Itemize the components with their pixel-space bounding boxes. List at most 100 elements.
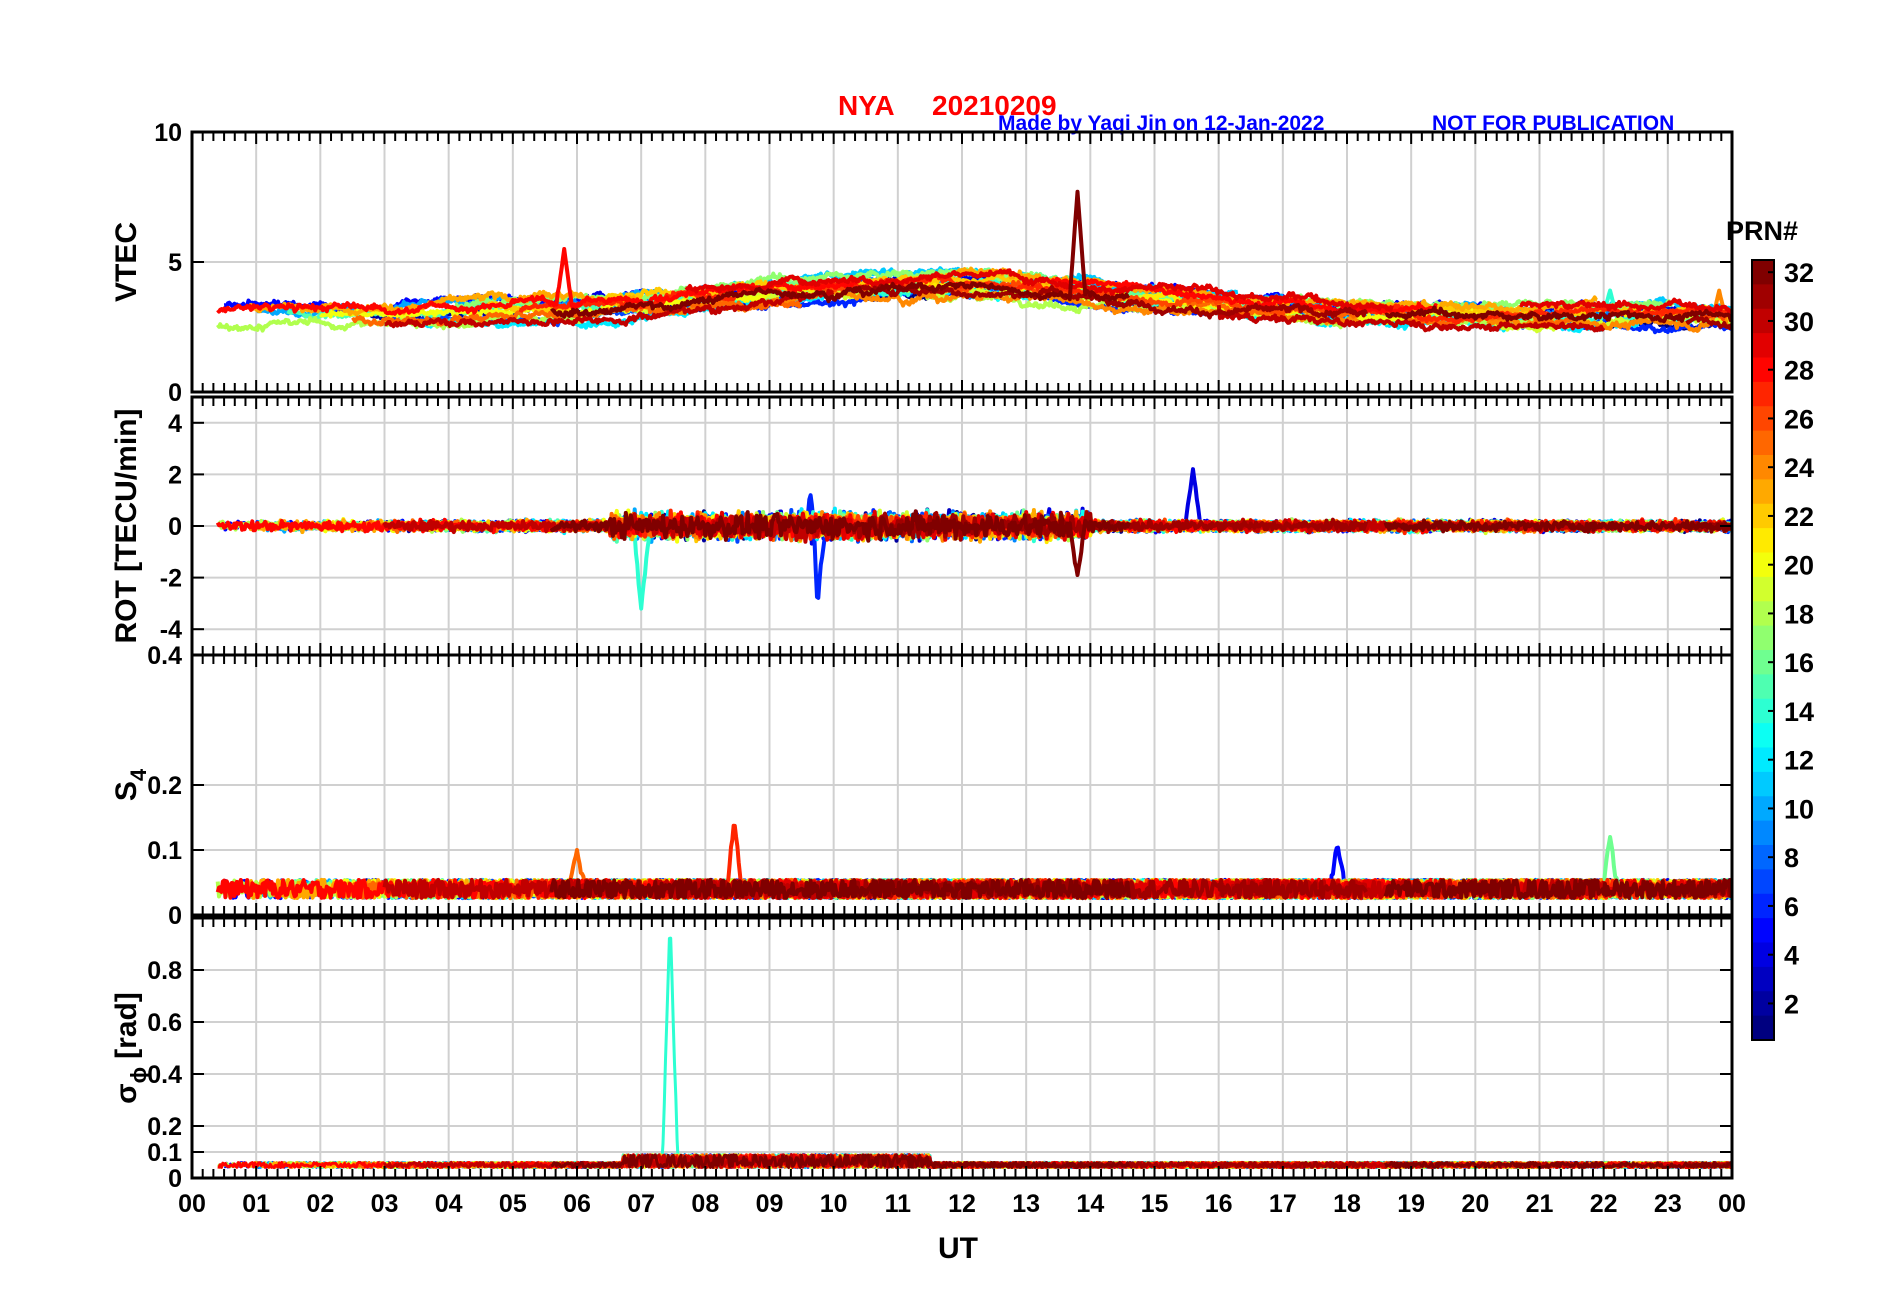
colorbar-tick-label: 24 — [1784, 453, 1814, 483]
series-prn-31 — [851, 283, 1369, 320]
x-tick-label: 22 — [1590, 1190, 1618, 1218]
series-prn-29 — [1519, 297, 1732, 315]
x-tick-label: 00 — [1718, 1190, 1746, 1218]
x-tick-label: 00 — [178, 1190, 206, 1218]
series-prn-28 — [1050, 276, 1438, 315]
y-tick-label: 0 — [168, 379, 182, 407]
colorbar-swatch — [1752, 918, 1774, 944]
colorbar-swatch — [1752, 552, 1774, 578]
x-tick-label: 15 — [1141, 1190, 1169, 1218]
x-tick-label: 20 — [1461, 1190, 1489, 1218]
x-tick-label: 16 — [1205, 1190, 1233, 1218]
colorbar-swatch — [1752, 503, 1774, 529]
panel-s4: 0 0.1 0.2 0.4 S4 — [110, 642, 1734, 930]
series-prn-32 — [1383, 518, 1732, 534]
colorbar-tick-label: 10 — [1784, 794, 1814, 824]
sigma-grid — [192, 918, 1732, 1178]
x-tick-label: 23 — [1654, 1190, 1682, 1218]
x-tick-label: 03 — [371, 1190, 399, 1218]
y-tick-label: 2 — [168, 461, 182, 489]
y-tick-label: 0.4 — [147, 642, 182, 670]
x-tick-label: 09 — [756, 1190, 784, 1218]
colorbar-swatch — [1752, 576, 1774, 602]
s4-y-label: S4 — [110, 768, 151, 801]
series-prn-28 — [216, 247, 861, 316]
panel-sigma: 00.10.2 0.4 0.6 0.8 σϕ[rad] — [110, 916, 1734, 1193]
x-tick-label: 14 — [1076, 1190, 1104, 1218]
station-title: NYA — [838, 90, 895, 121]
y-tick-label: 10 — [154, 119, 182, 147]
x-tick-label: 18 — [1333, 1190, 1361, 1218]
series-prn-25 — [351, 298, 803, 327]
s4-series — [215, 823, 1732, 901]
colorbar-swatch — [1752, 308, 1774, 334]
colorbar-swatch — [1752, 893, 1774, 919]
vtec-y-ticks: 0 5 10 — [154, 119, 1732, 407]
colorbar-swatch — [1752, 674, 1774, 700]
colorbar-swatch — [1752, 528, 1774, 554]
y-tick-label: -4 — [160, 616, 182, 644]
colorbar-tick-label: 6 — [1784, 892, 1799, 922]
series-prn-32 — [1384, 1161, 1732, 1170]
colorbar-swatch — [1752, 455, 1774, 480]
colorbar-swatch — [1752, 430, 1774, 456]
x-tick-label: 17 — [1269, 1190, 1297, 1218]
series-prn-31 — [1685, 313, 1732, 330]
colorbar-swatch — [1752, 991, 1774, 1017]
colorbar-swatch — [1752, 357, 1774, 383]
colorbar-tick-label: 2 — [1784, 989, 1799, 1019]
colorbar-swatch — [1752, 260, 1774, 285]
sigma-y-ticks: 00.10.2 0.4 0.6 0.8 — [147, 957, 1732, 1193]
colorbar-tick-label: 12 — [1784, 746, 1814, 776]
publication-notice: NOT FOR PUBLICATION — [1432, 112, 1674, 135]
x-tick-label: 12 — [948, 1190, 976, 1218]
colorbar-swatch — [1752, 845, 1774, 870]
colorbar-swatch — [1752, 747, 1774, 773]
x-tick-label: 01 — [242, 1190, 270, 1218]
colorbar-swatch — [1752, 820, 1774, 846]
colorbar-swatch — [1752, 869, 1774, 895]
y-tick-label: 0.1 — [147, 837, 182, 865]
panel-rot: -4 -2 0 2 4 ROT [TECU/min] — [110, 395, 1734, 657]
y-tick-label: 0.2 — [147, 1113, 182, 1141]
colorbar-tick-label: 20 — [1784, 551, 1814, 581]
series-prn-32 — [1384, 305, 1732, 324]
series-prn-24 — [1486, 288, 1732, 333]
panel-vtec: 0 5 10 VTEC — [110, 119, 1734, 407]
colorbar-swatch — [1752, 381, 1774, 407]
x-tick-label: 10 — [820, 1190, 848, 1218]
colorbar-swatch — [1752, 479, 1774, 505]
s4-x-ticks — [191, 655, 1733, 915]
x-tick-label: 11 — [885, 1190, 912, 1218]
x-tick-label: 04 — [435, 1190, 463, 1218]
x-axis: 00 01 02 03 04 05 06 07 08 09 10 11 12 13 14 15 16 17 18 19… — [178, 1190, 1746, 1218]
vtec-grid — [192, 132, 1732, 392]
rot-series — [215, 467, 1732, 611]
figure-title: NYA 20210209 Made by Yaqi Jin on 12-Jan-… — [838, 90, 1674, 135]
colorbar-tick-label: 26 — [1784, 404, 1814, 434]
x-tick-label: 08 — [691, 1190, 719, 1218]
y-tick-label: 0.1 — [147, 1139, 182, 1167]
colorbar-swatch — [1752, 698, 1774, 724]
vtec-y-label: VTEC — [110, 222, 143, 302]
series-prn-32 — [1383, 878, 1732, 900]
series-prn-27 — [1352, 303, 1732, 325]
x-tick-label: 06 — [563, 1190, 591, 1218]
series-prn-30 — [1216, 304, 1606, 333]
colorbar-tick-label: 28 — [1784, 356, 1814, 386]
y-tick-label: 0.6 — [147, 1009, 182, 1037]
colorbar-tick-label: 22 — [1784, 502, 1814, 532]
y-tick-label: 0.2 — [147, 772, 182, 800]
s4-y-ticks: 0 0.1 0.2 0.4 — [147, 642, 1732, 930]
colorbar-tick-label: 14 — [1784, 697, 1814, 727]
colorbar-swatch — [1752, 771, 1774, 797]
vtec-x-ticks — [191, 132, 1733, 392]
colorbar-tick-label: 8 — [1784, 843, 1799, 873]
series-prn-29 — [684, 268, 1394, 312]
colorbar-swatch — [1752, 796, 1774, 822]
colorbar-tick-label: 30 — [1784, 307, 1814, 337]
